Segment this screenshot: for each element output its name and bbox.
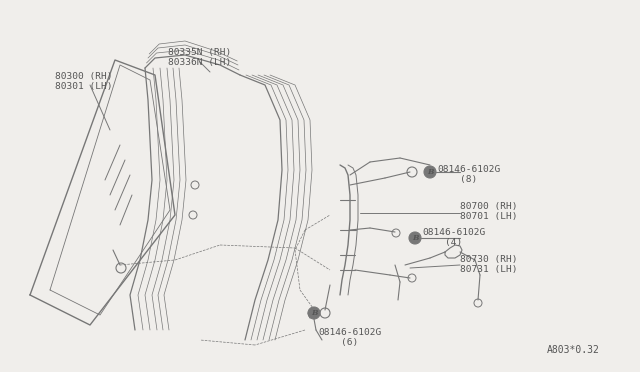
Circle shape xyxy=(424,166,436,178)
Text: A803*0.32: A803*0.32 xyxy=(547,345,600,355)
Text: B: B xyxy=(427,168,433,176)
Text: 08146-6102G
    (8): 08146-6102G (8) xyxy=(437,165,500,185)
Text: 80335N (RH)
80336N (LH): 80335N (RH) 80336N (LH) xyxy=(168,48,231,67)
Text: 80730 (RH)
80731 (LH): 80730 (RH) 80731 (LH) xyxy=(460,255,518,275)
Circle shape xyxy=(409,232,421,244)
Text: 80300 (RH)
80301 (LH): 80300 (RH) 80301 (LH) xyxy=(55,72,113,92)
Text: B: B xyxy=(412,234,419,242)
Text: 08146-6102G
    (4): 08146-6102G (4) xyxy=(422,228,485,247)
Text: B: B xyxy=(311,309,317,317)
Circle shape xyxy=(308,307,320,319)
Text: 80700 (RH)
80701 (LH): 80700 (RH) 80701 (LH) xyxy=(460,202,518,221)
Text: 08146-6102G
    (6): 08146-6102G (6) xyxy=(318,328,381,347)
